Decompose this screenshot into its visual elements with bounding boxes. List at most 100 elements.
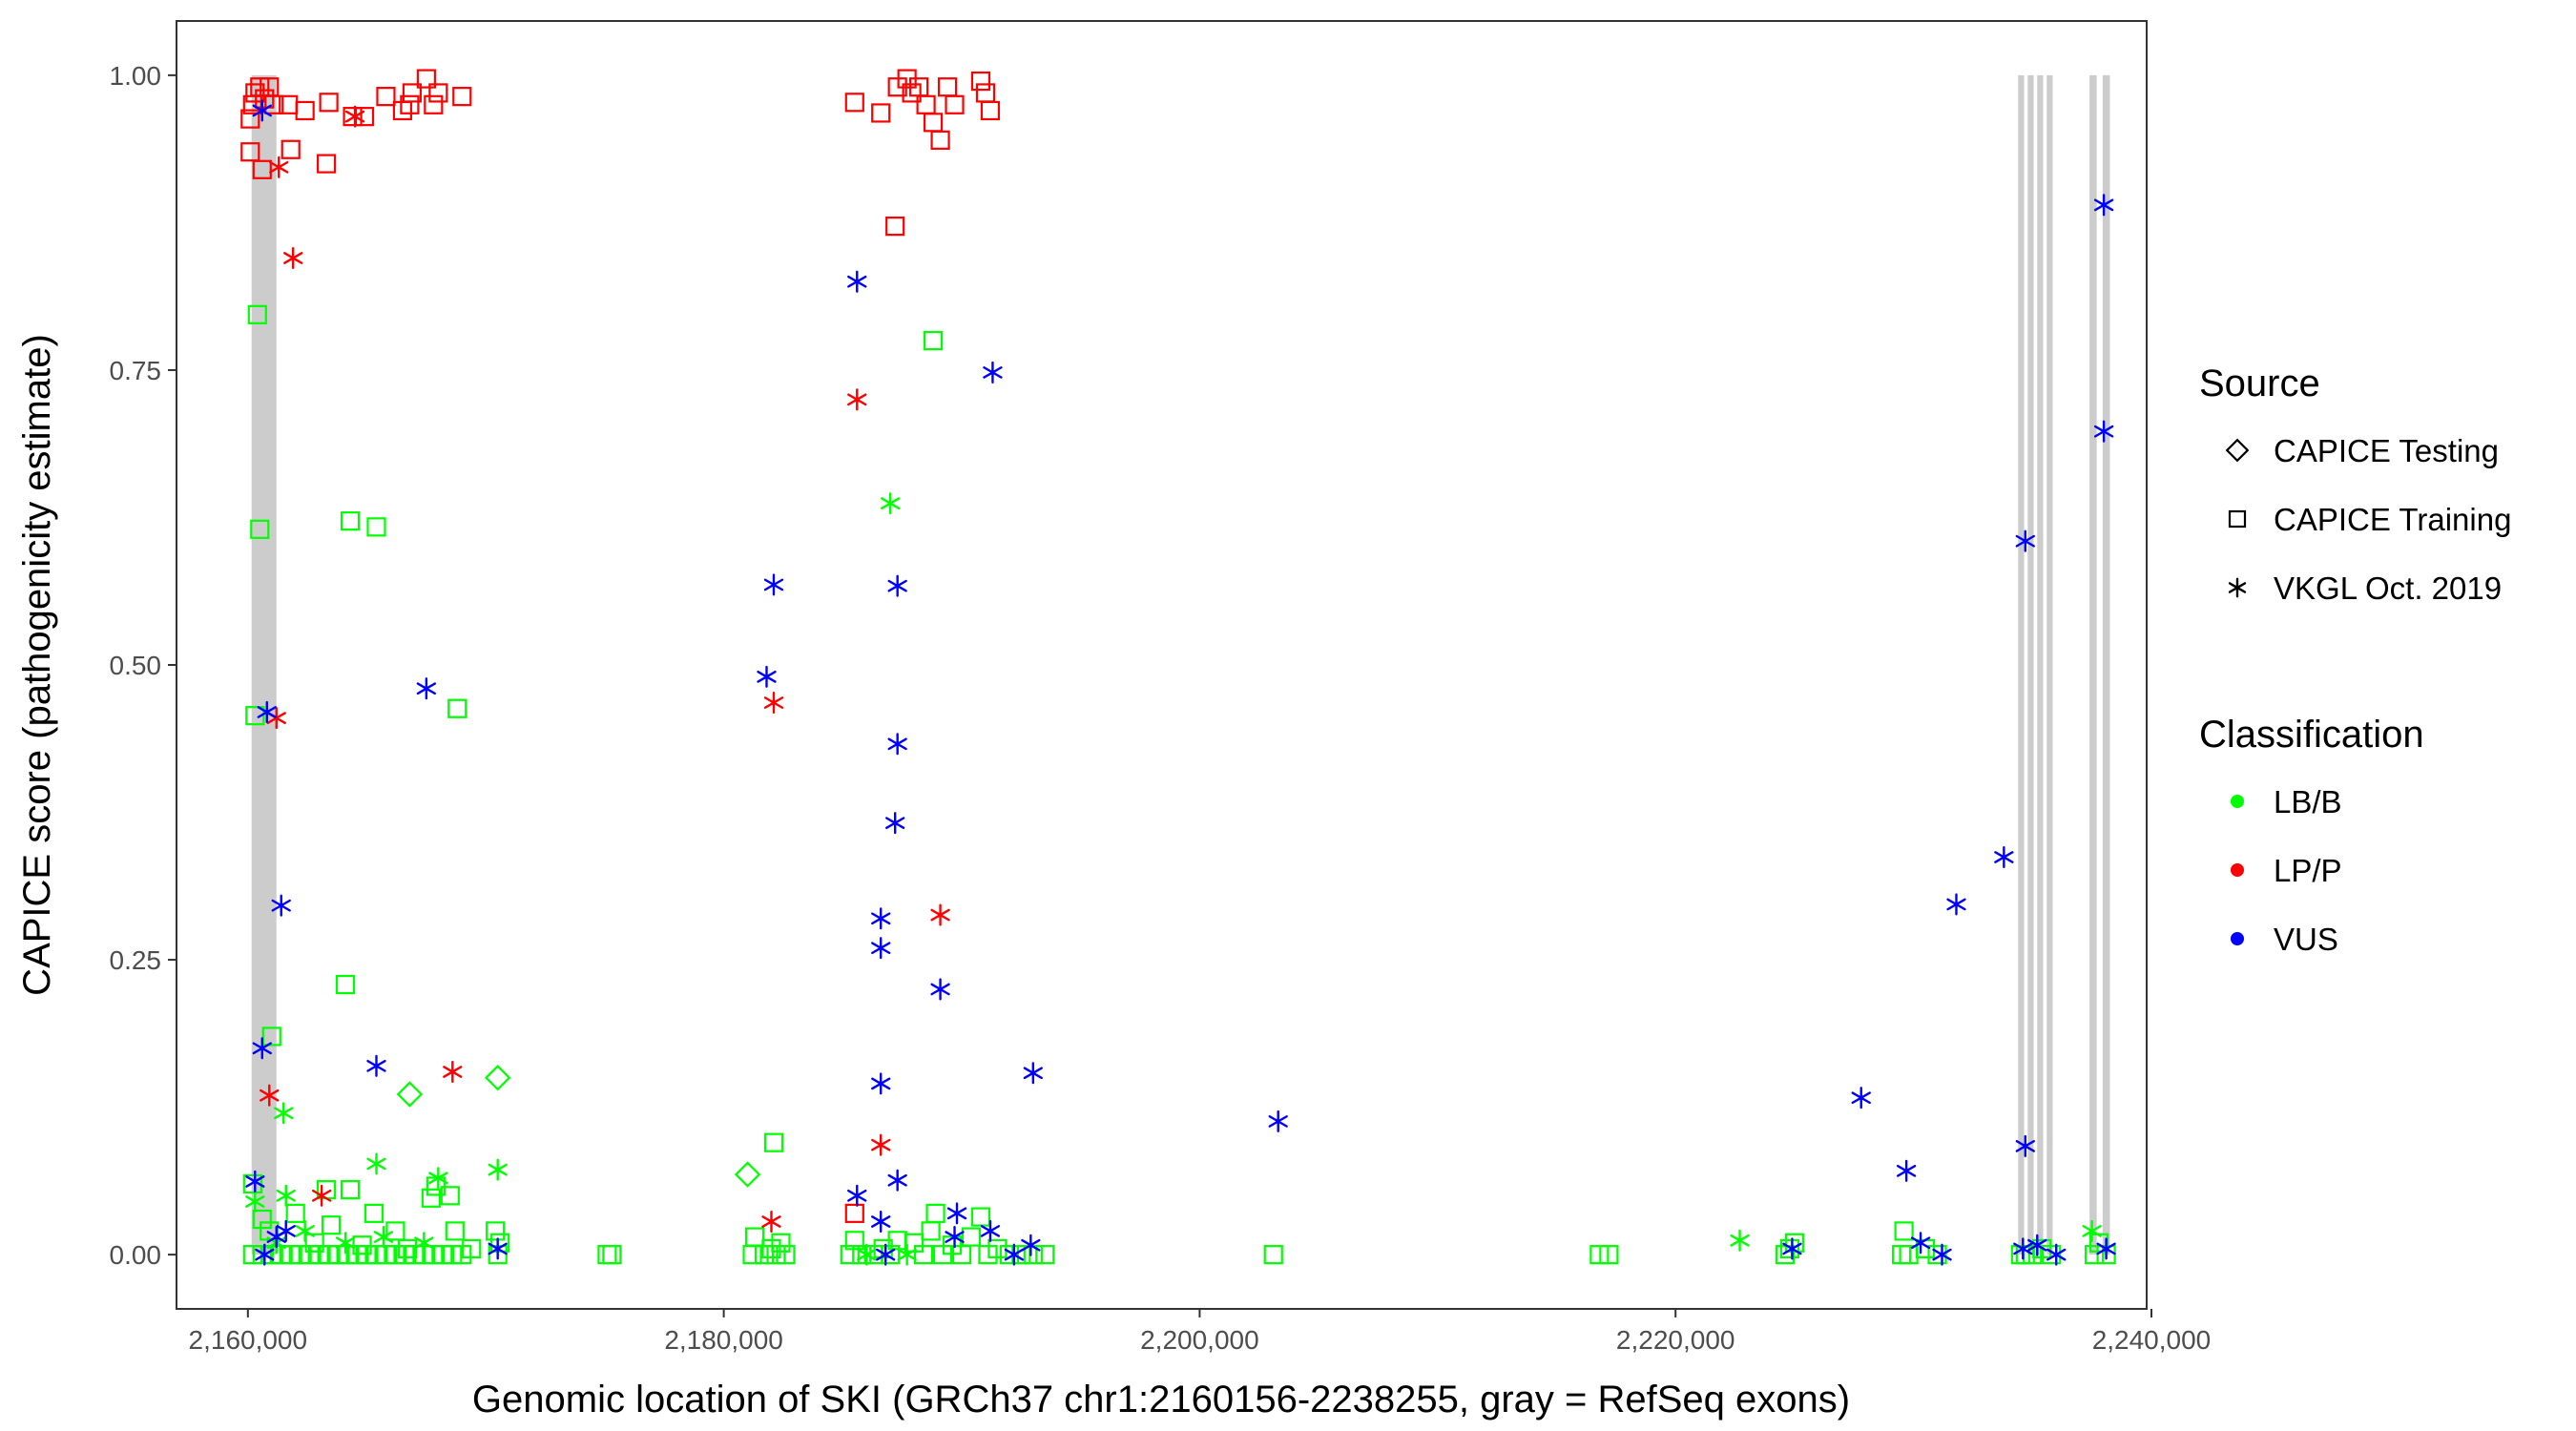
legend: Source CAPICE Testing CAPICE Training VKGL … bbox=[2199, 363, 2511, 957]
plot-background bbox=[177, 21, 2147, 1309]
data-point bbox=[255, 1243, 275, 1266]
data-point bbox=[421, 1188, 441, 1208]
data-point bbox=[961, 1227, 982, 1247]
data-point bbox=[844, 1231, 864, 1251]
data-point bbox=[260, 1084, 280, 1107]
data-point bbox=[980, 100, 1001, 121]
data-point bbox=[245, 1190, 265, 1213]
data-point bbox=[930, 978, 950, 1001]
legend-label: VUS bbox=[2274, 922, 2338, 957]
data-point bbox=[1910, 1232, 1931, 1255]
data-point bbox=[416, 677, 437, 700]
data-point bbox=[366, 1152, 386, 1175]
data-point bbox=[295, 100, 315, 121]
data-point bbox=[876, 1243, 896, 1266]
data-point bbox=[2096, 1237, 2116, 1260]
data-point bbox=[488, 1158, 508, 1181]
data-point bbox=[311, 1184, 332, 1207]
data-point bbox=[980, 1219, 1001, 1242]
y-tick-label: 0.50 bbox=[110, 651, 162, 680]
data-point bbox=[885, 812, 905, 835]
data-point bbox=[486, 1221, 506, 1241]
data-point bbox=[2042, 1245, 2062, 1265]
legend-item: LP/P bbox=[2231, 853, 2342, 888]
data-point bbox=[276, 1184, 296, 1207]
legend-item: VKGL Oct. 2019 bbox=[2228, 570, 2502, 606]
data-point bbox=[885, 217, 905, 237]
data-point bbox=[340, 1180, 361, 1200]
data-point bbox=[416, 69, 436, 89]
data-point bbox=[1994, 845, 2014, 869]
exon-band bbox=[2018, 74, 2025, 1255]
legend-title: Classification bbox=[2199, 714, 2424, 756]
data-point bbox=[252, 159, 272, 179]
data-point bbox=[240, 142, 260, 162]
data-point bbox=[2089, 1233, 2109, 1253]
data-point bbox=[930, 903, 950, 926]
legend-label: VKGL Oct. 2019 bbox=[2274, 570, 2502, 606]
x-tick-label: 2,180,000 bbox=[664, 1325, 783, 1355]
data-point bbox=[2093, 420, 2114, 443]
data-point bbox=[252, 1209, 272, 1230]
data-point bbox=[1035, 1245, 1055, 1265]
data-point bbox=[366, 517, 386, 537]
data-point bbox=[1004, 1243, 1025, 1266]
data-point bbox=[945, 1226, 965, 1249]
data-point bbox=[902, 83, 922, 103]
data-point bbox=[970, 71, 991, 92]
data-point bbox=[402, 83, 423, 103]
data-point bbox=[887, 733, 907, 756]
data-point bbox=[274, 1102, 294, 1125]
legend-label: LB/B bbox=[2274, 784, 2342, 819]
data-point bbox=[1927, 1245, 1947, 1265]
data-point bbox=[452, 87, 472, 107]
data-point bbox=[945, 94, 965, 114]
legend-key bbox=[2231, 795, 2244, 808]
data-point bbox=[285, 1203, 305, 1223]
data-point bbox=[930, 130, 950, 150]
data-point bbox=[252, 1037, 272, 1060]
data-point bbox=[1782, 1237, 1802, 1260]
data-point bbox=[983, 361, 1003, 384]
data-point bbox=[344, 105, 365, 128]
data-point bbox=[1023, 1062, 1043, 1085]
data-point bbox=[257, 700, 277, 724]
data-point bbox=[763, 573, 784, 596]
data-point bbox=[264, 94, 284, 114]
data-point bbox=[763, 1132, 784, 1152]
data-point bbox=[970, 1207, 991, 1227]
data-point bbox=[366, 1054, 386, 1077]
data-point bbox=[946, 1202, 967, 1225]
data-point bbox=[847, 388, 867, 411]
data-point bbox=[2015, 1134, 2035, 1157]
data-point bbox=[2093, 194, 2114, 217]
data-point bbox=[871, 1210, 891, 1234]
data-point bbox=[240, 109, 260, 129]
data-point bbox=[283, 246, 303, 270]
data-point bbox=[2015, 529, 2035, 552]
data-point bbox=[602, 1245, 622, 1265]
data-point bbox=[871, 1133, 891, 1156]
legend-key bbox=[2231, 932, 2244, 945]
legend-title: Source bbox=[2199, 363, 2320, 404]
data-point bbox=[757, 665, 777, 688]
legend-label: CAPICE Testing bbox=[2274, 433, 2499, 468]
legend-label: CAPICE Training bbox=[2274, 502, 2511, 537]
data-point bbox=[245, 1170, 265, 1193]
data-point bbox=[400, 94, 420, 114]
data-point bbox=[484, 1064, 511, 1091]
exon-bands bbox=[251, 74, 2110, 1255]
data-point bbox=[319, 93, 339, 113]
data-point bbox=[488, 1237, 508, 1260]
legend-item: LB/B bbox=[2231, 784, 2342, 819]
data-point bbox=[2046, 1243, 2067, 1266]
x-axis: 2,160,000 2,180,000 2,200,000 2,220,000 2,24… bbox=[189, 1309, 2211, 1355]
data-point bbox=[871, 1072, 891, 1095]
data-point bbox=[271, 894, 291, 917]
data-point bbox=[343, 107, 363, 127]
exon-band bbox=[2089, 74, 2097, 1255]
y-axis: 0.00 0.25 0.50 0.75 1.00 bbox=[110, 61, 177, 1270]
data-point bbox=[364, 1203, 384, 1223]
data-point bbox=[304, 1233, 324, 1253]
